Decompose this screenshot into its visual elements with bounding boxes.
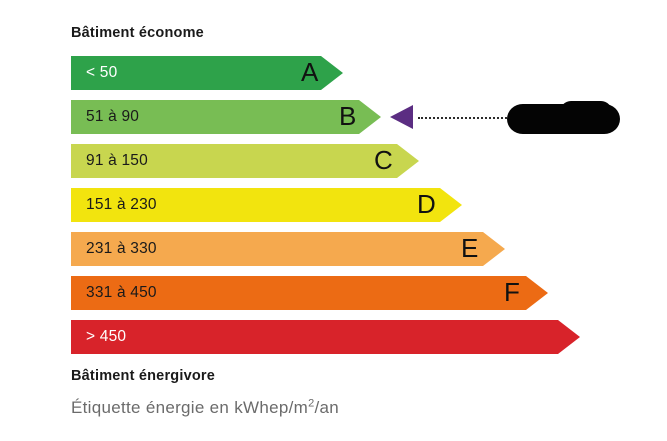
energy-band-range-label: 91 à 150 [86, 152, 148, 169]
energy-band-range-label: 231 à 330 [86, 240, 157, 257]
energy-band-g: > 450 [71, 320, 580, 354]
energy-band-letter: C [374, 145, 393, 175]
bottom-caption: Bâtiment énergivore [71, 368, 216, 384]
energy-band-d: 151 à 230 D [71, 188, 462, 222]
energy-band-letter: F [504, 277, 520, 307]
energy-band-range-label: < 50 [86, 64, 118, 81]
energy-band-arrow-shape [71, 188, 462, 222]
energy-band-letter: B [339, 101, 357, 131]
energy-band-arrow-shape [71, 144, 419, 178]
unit-caption-prefix: Étiquette énergie en kWhep/m [71, 398, 309, 417]
unit-caption-suffix: /an [314, 398, 340, 417]
top-caption: Bâtiment économe [71, 25, 204, 41]
energy-band-letter: A [301, 57, 319, 87]
energy-band-range-label: 331 à 450 [86, 284, 157, 301]
unit-caption: Étiquette énergie en kWhep/m2/an [71, 398, 339, 418]
energy-band-arrow-shape [71, 100, 381, 134]
energy-band-c: 91 à 150 C [71, 144, 419, 178]
black-redaction-blob-overlap-icon [560, 101, 612, 123]
energy-band-a: < 50 A [71, 56, 343, 90]
energy-band-range-label: 51 à 90 [86, 108, 140, 125]
marker-leader-line [418, 117, 510, 119]
left-pointing-triangle-marker-icon [390, 105, 413, 129]
energy-band-e: 231 à 330 E [71, 232, 505, 266]
energy-band-letter: D [417, 189, 436, 219]
unit-caption-exponent: 2 [308, 397, 315, 410]
energy-band-range-label: 151 à 230 [86, 196, 157, 213]
energy-band-range-label: > 450 [86, 328, 127, 345]
energy-band-letter: E [461, 233, 479, 263]
energy-band-b: 51 à 90 B [71, 100, 381, 134]
energy-band-arrow-shape [71, 56, 343, 90]
energy-band-arrow-shape [71, 276, 548, 310]
energy-band-f: 331 à 450 F [71, 276, 548, 310]
energy-band-arrow-shape [71, 232, 505, 266]
black-redaction-blob-icon [507, 104, 620, 134]
energy-band-arrow-shape [71, 320, 580, 354]
